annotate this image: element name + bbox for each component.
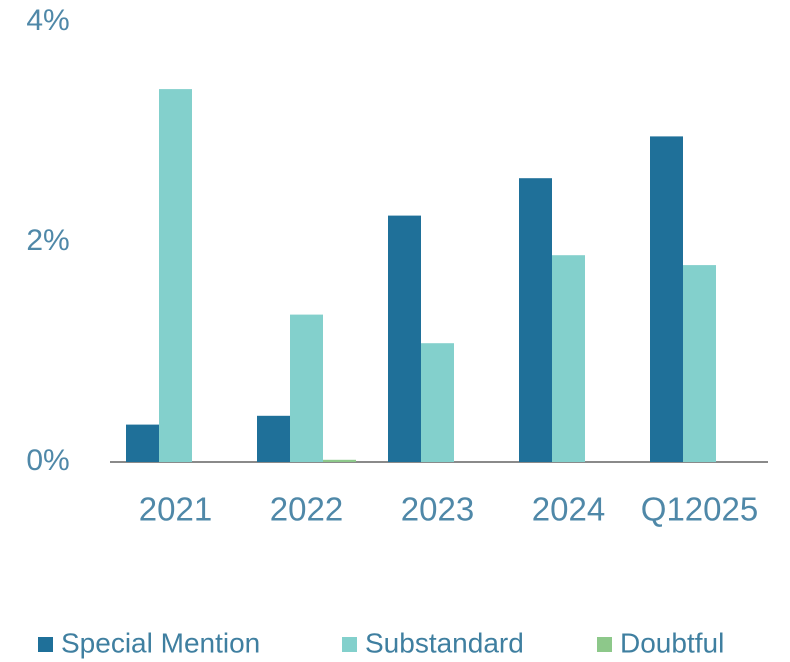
legend-swatch [38, 637, 53, 652]
bar [650, 136, 683, 462]
x-tick-label: 2024 [532, 491, 605, 528]
y-tick-label: 0% [26, 444, 69, 477]
bar [421, 343, 454, 462]
x-tick-label: Q12025 [641, 491, 758, 528]
bar [388, 215, 421, 462]
bar [159, 89, 192, 462]
bar [683, 265, 716, 462]
bar [323, 459, 356, 462]
legend-swatch [597, 637, 612, 652]
legend-label: Special Mention [61, 627, 260, 658]
legend-label: Doubtful [620, 627, 724, 658]
bar [126, 424, 159, 462]
y-tick-label: 2% [26, 224, 69, 257]
legend-swatch [342, 637, 357, 652]
x-tick-label: 2022 [270, 491, 343, 528]
x-tick-label: 2021 [139, 491, 212, 528]
bar [552, 255, 585, 462]
bar [257, 415, 290, 462]
bar [519, 178, 552, 462]
legend-label: Substandard [365, 627, 524, 658]
y-tick-label: 4% [26, 4, 69, 37]
x-tick-label: 2023 [401, 491, 474, 528]
bar [290, 314, 323, 462]
